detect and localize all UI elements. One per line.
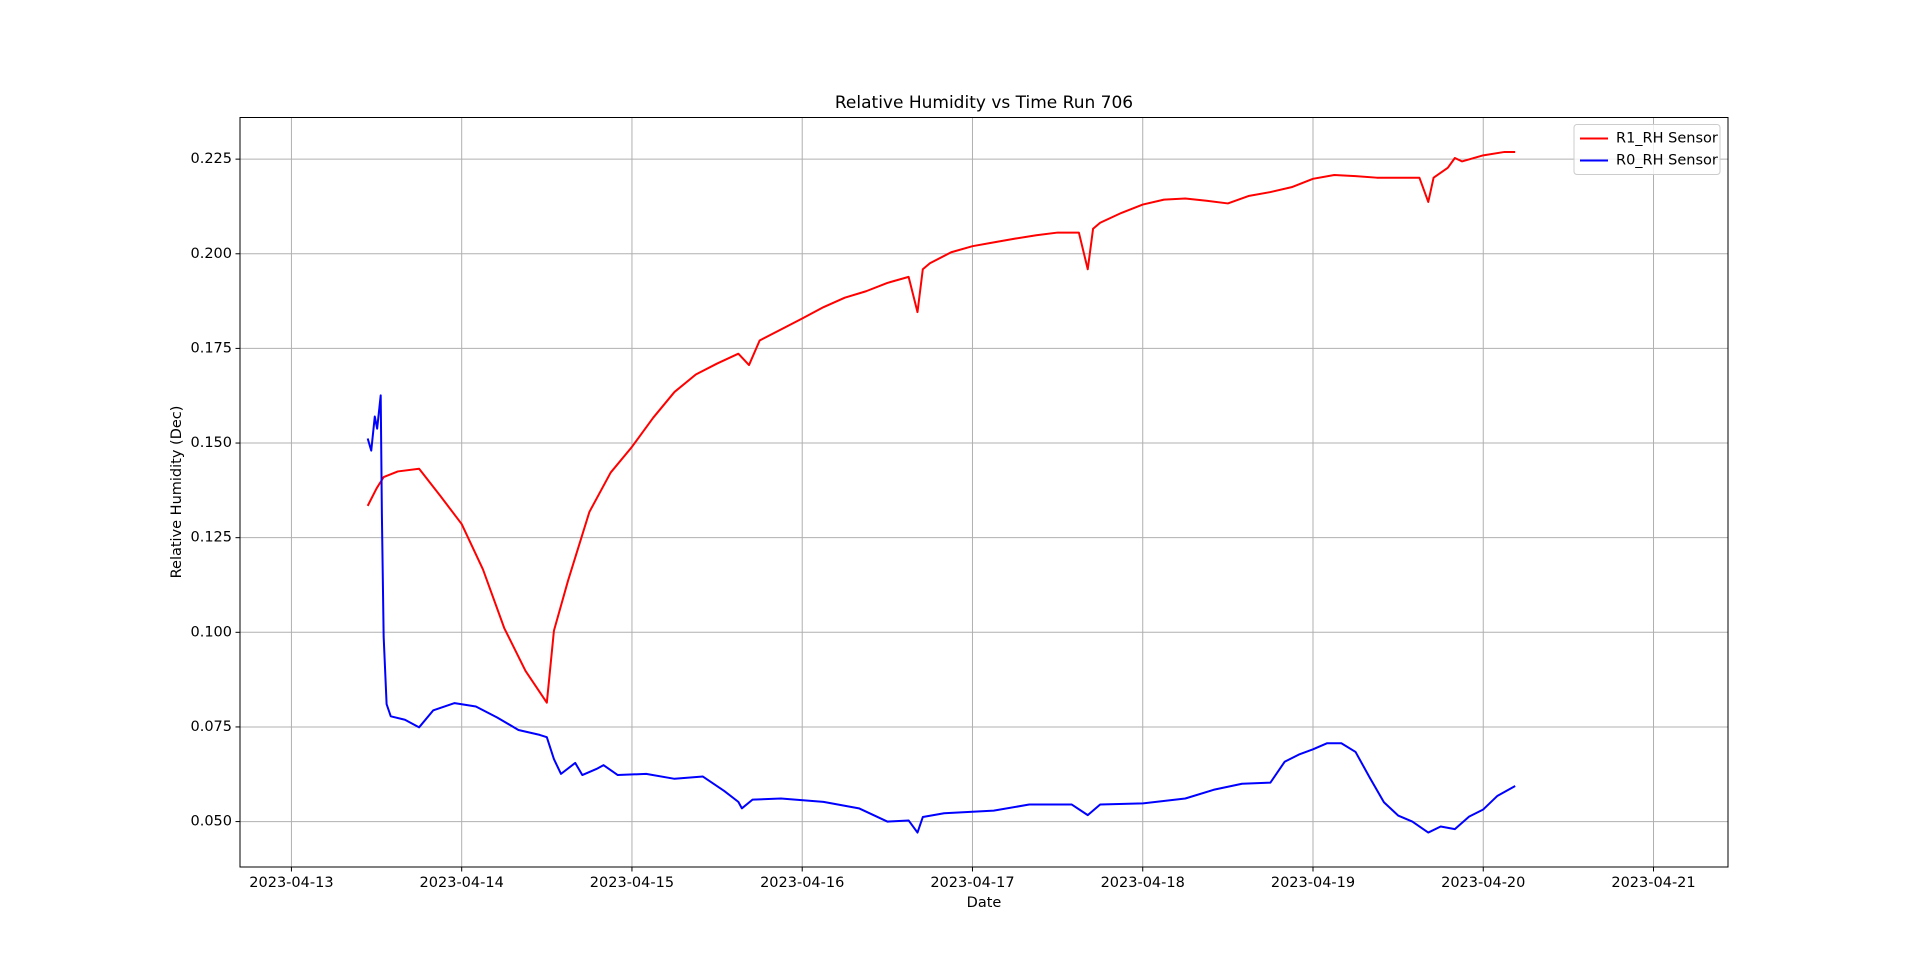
x-tick-label: 2023-04-19 [1271,875,1355,891]
x-tick-label: 2023-04-15 [590,875,674,891]
x-tick-label: 2023-04-17 [930,875,1014,891]
plot-frame [239,117,1729,868]
y-tick-label: 0.100 [190,624,232,640]
x-tick-label: 2023-04-16 [760,875,844,891]
legend: R1_RH Sensor R0_RH Sensor [1573,124,1721,175]
y-tick-label: 0.075 [190,719,232,735]
x-tick-label: 2023-04-13 [249,875,333,891]
y-axis-label: Relative Humidity (Dec) [169,406,185,579]
chart-title: Relative Humidity vs Time Run 706 [835,93,1133,113]
data-line [366,394,1516,834]
data-line [366,150,1516,704]
x-tick-label: 2023-04-14 [420,875,504,891]
legend-label: R0_RH Sensor [1616,153,1718,169]
x-axis-label: Date [967,895,1002,911]
y-tick-label: 0.150 [190,435,232,451]
legend-label: R1_RH Sensor [1616,131,1718,147]
x-tick-label: 2023-04-20 [1441,875,1525,891]
y-tick-label: 0.175 [190,340,232,356]
legend-box [1573,124,1721,175]
y-tick-label: 0.050 [190,814,232,830]
y-tick-label: 0.200 [190,246,232,262]
x-tick-label: 2023-04-18 [1101,875,1185,891]
y-tick-label: 0.225 [190,151,232,167]
y-tick-label: 0.125 [190,530,232,546]
x-tick-label: 2023-04-21 [1611,875,1695,891]
